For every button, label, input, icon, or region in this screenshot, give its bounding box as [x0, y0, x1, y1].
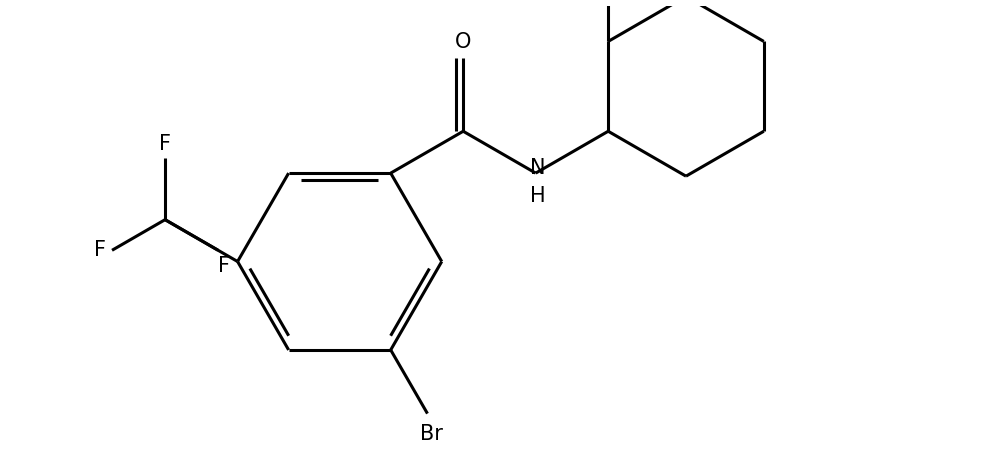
Text: Br: Br: [421, 424, 443, 444]
Text: F: F: [218, 256, 230, 277]
Text: O: O: [455, 32, 472, 51]
Text: H: H: [530, 185, 545, 206]
Text: F: F: [94, 240, 106, 260]
Text: F: F: [159, 135, 171, 154]
Text: N: N: [530, 158, 545, 178]
